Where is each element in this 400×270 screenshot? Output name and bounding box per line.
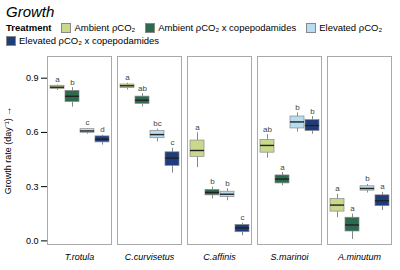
svg-text:a: a [380, 182, 385, 191]
svg-text:a: a [350, 204, 355, 213]
svg-text:d: d [100, 125, 104, 134]
svg-text:c: c [241, 213, 245, 222]
svg-text:S.marinoi: S.marinoi [270, 252, 309, 262]
svg-text:a: a [55, 75, 60, 84]
svg-text:0.9: 0.9 [26, 73, 39, 83]
html-text:Elevated ρCO₂: Elevated ρCO₂ [319, 22, 383, 33]
svg-text:T.rotula: T.rotula [65, 252, 95, 262]
svg-text:a: a [335, 184, 340, 193]
svg-text:bc: bc [153, 119, 161, 128]
svg-text:C.affinis: C.affinis [203, 252, 236, 262]
svg-text:b: b [210, 177, 215, 186]
svg-text:C.curvisetus: C.curvisetus [125, 252, 175, 262]
html-text:Ambient ρCO₂: Ambient ρCO₂ [74, 22, 136, 33]
html-text:Ambient ρCO₂ x copepodamides: Ambient ρCO₂ x copepodamides [158, 22, 297, 33]
svg-text:a: a [125, 73, 130, 82]
svg-text:b: b [225, 179, 230, 188]
svg-text:a: a [280, 163, 285, 172]
svg-text:Growth rate (day⁻¹) →: Growth rate (day⁻¹) → [3, 107, 13, 195]
svg-text:c: c [171, 138, 175, 147]
svg-text:ab: ab [263, 125, 272, 134]
svg-text:ab: ab [138, 84, 147, 93]
html-text:Treatment: Treatment [6, 22, 52, 33]
svg-text:b: b [310, 107, 315, 116]
svg-text:b: b [295, 103, 300, 112]
svg-text:b: b [365, 174, 370, 183]
svg-text:c: c [86, 118, 90, 127]
svg-text:A.minutum: A.minutum [337, 252, 382, 262]
html-text:Growth: Growth [6, 3, 55, 20]
svg-text:a: a [195, 123, 200, 132]
svg-text:0.6: 0.6 [26, 127, 39, 137]
html-text:Elevated ρCO₂ x copepodamides: Elevated ρCO₂ x copepodamides [19, 35, 160, 46]
svg-text:0.0: 0.0 [26, 236, 39, 246]
svg-text:b: b [70, 78, 75, 87]
svg-text:0.3: 0.3 [26, 182, 39, 192]
